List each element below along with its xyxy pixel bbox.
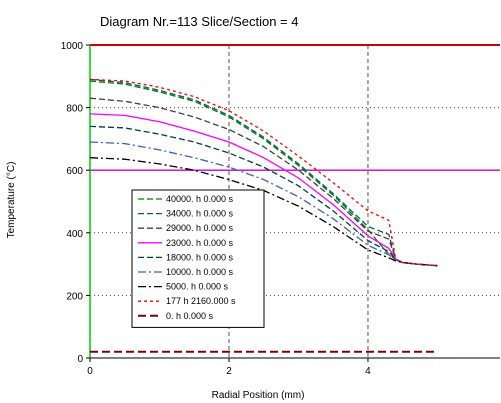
legend-box — [131, 189, 265, 328]
legend-label-3: 23000. h 0.000 s — [166, 238, 234, 248]
legend-label-4: 18000. h 0.000 s — [166, 252, 234, 262]
series-line-1 — [89, 78, 438, 267]
legend-label-7: 177 h 2160.000 s — [166, 296, 236, 306]
legend: 40000. h 0.000 s 34000. h 0.000 s 29000. h… — [131, 189, 265, 328]
x-tick-label: 4 — [365, 366, 371, 377]
y-tick-label: 0 — [77, 354, 83, 365]
series-line-4 — [89, 125, 438, 267]
legend-label-1: 34000. h 0.000 s — [166, 209, 234, 219]
legend-label-2: 29000. h 0.000 s — [166, 223, 234, 233]
y-tick-label: 600 — [66, 166, 83, 177]
y-tick-label: 400 — [66, 229, 83, 240]
reference-lines — [89, 44, 500, 358]
legend-label-6: 5000. h 0.000 s — [166, 282, 229, 292]
series-line-2 — [89, 97, 438, 267]
series-line-7 — [89, 78, 438, 267]
x-tick-label: 0 — [87, 366, 93, 377]
series-line-6 — [89, 157, 438, 267]
y-tick-label: 1000 — [61, 41, 84, 52]
legend-label-5: 10000. h 0.000 s — [166, 267, 234, 277]
y-tick-label: 200 — [66, 291, 83, 302]
y-tick-label: 800 — [66, 104, 83, 115]
legend-label-0: 40000. h 0.000 s — [166, 194, 234, 204]
series-group — [89, 78, 438, 353]
chart-title: Diagram Nr.=113 Slice/Section = 4 — [100, 14, 298, 29]
x-tick-label: 2 — [226, 366, 232, 377]
axes: 0 200 400 600 800 1000 0 2 4 — [61, 41, 500, 377]
y-axis-label: Temperature (°C) — [6, 162, 17, 239]
x-axis-label: Radial Position (mm) — [212, 390, 305, 401]
legend-label-8: 0. h 0.000 s — [166, 311, 214, 321]
